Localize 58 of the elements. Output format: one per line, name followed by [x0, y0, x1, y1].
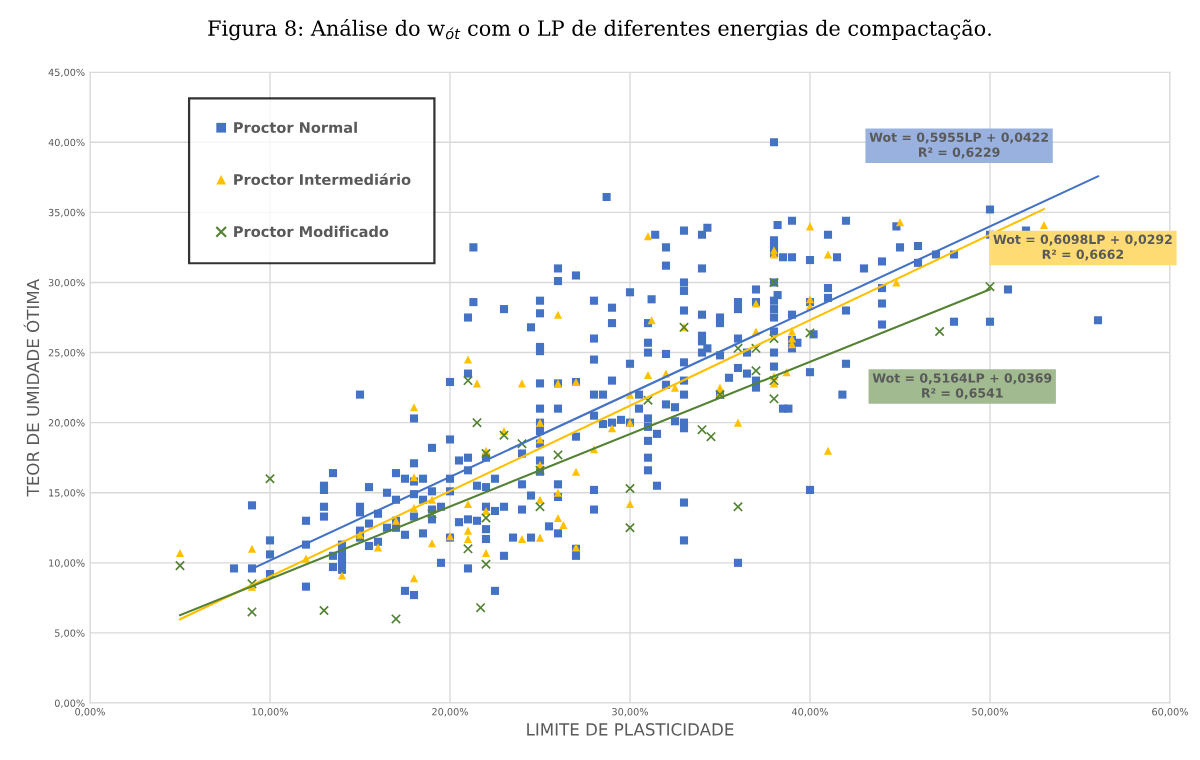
point [642, 395, 654, 406]
y-tick-label: 30,00% [48, 278, 85, 288]
y-tick-label: 35,00% [48, 208, 85, 218]
y-tick-label: 10,00% [49, 559, 85, 568]
point [318, 605, 330, 616]
chart-title: Figura 8: Análise do w$_{ót}$ com o LP de diferentes energias de compactação. [208, 19, 991, 41]
point [768, 393, 780, 404]
point [750, 343, 762, 354]
x-tick-label: 10,00% [252, 708, 288, 717]
legend-label: Proctor Normal [234, 121, 357, 134]
point [624, 483, 636, 494]
y-tick-label: 45,00% [48, 68, 85, 78]
legend-label: Proctor Intermediário [234, 173, 411, 186]
point [174, 560, 186, 571]
point [471, 417, 483, 428]
x-tick-label: 0,00% [75, 708, 105, 717]
annotation: Wot = 0,6098LP + 0,0292 R² = 0,6662 [993, 234, 1172, 261]
y-tick-label: 0,00% [54, 699, 85, 708]
point [498, 430, 510, 441]
point [390, 613, 402, 624]
point [705, 431, 717, 442]
point [750, 365, 762, 376]
point [696, 424, 708, 435]
point [732, 501, 744, 512]
point [480, 559, 492, 570]
point [804, 327, 816, 338]
annotation: Wot = 0,5164LP + 0,0369 R² = 0,6541 [872, 373, 1052, 400]
y-tick-label: 5,00% [55, 629, 85, 638]
point [475, 602, 486, 613]
y-tick-label: 25,00% [48, 349, 85, 358]
x-axis-title: LIMITE DE PLASTICIDADE [527, 723, 734, 736]
x-tick-label: 20,00% [432, 708, 468, 717]
point [462, 543, 474, 554]
x-tick-label: 30,00% [612, 708, 648, 717]
point [480, 512, 492, 523]
point [534, 501, 546, 512]
annotation: Wot = 0,5955LP + 0,0422 R² = 0,6229 [869, 132, 1048, 159]
point [552, 449, 564, 460]
point [934, 326, 945, 337]
y-axis-title: TEOR DE UMIDADE ÓTIMA [23, 279, 40, 497]
legend-label: Proctor Modificado [234, 225, 389, 238]
point [480, 448, 492, 459]
x-tick-label: 40,00% [791, 708, 828, 717]
x-tick-label: 60,00% [1152, 708, 1188, 717]
point [246, 578, 258, 589]
y-tick-label: 15,00% [49, 489, 85, 498]
y-tick-label: 20,00% [48, 419, 85, 428]
point [516, 438, 528, 449]
point [462, 375, 474, 386]
point [264, 473, 276, 484]
point [246, 606, 258, 617]
point [732, 343, 744, 354]
point [984, 281, 996, 292]
y-tick-label: 40,00% [48, 138, 85, 148]
point [768, 375, 780, 386]
x-tick-label: 50,00% [972, 708, 1008, 717]
point [426, 508, 438, 519]
point [624, 522, 636, 533]
